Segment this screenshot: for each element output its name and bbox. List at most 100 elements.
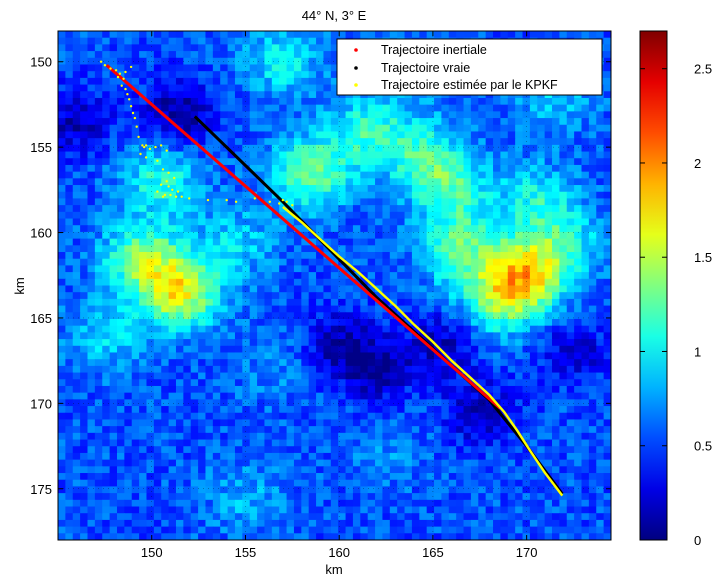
heatmap-cell [220, 258, 229, 267]
heatmap-cell [596, 318, 605, 327]
heatmap-cell [271, 292, 280, 300]
heatmap-cell [153, 111, 162, 119]
heatmap-cell [58, 412, 66, 421]
heatmap-cell [397, 385, 406, 394]
heatmap-cell [205, 31, 214, 39]
heatmap-cell [198, 104, 207, 112]
heatmap-cell [271, 231, 280, 240]
heatmap-cell [72, 446, 81, 454]
heatmap-cell [205, 439, 214, 447]
heatmap-cell [493, 171, 501, 179]
heatmap-cell [183, 339, 192, 347]
heatmap-cell [301, 446, 310, 454]
heatmap-cell [109, 426, 118, 434]
heatmap-cell [212, 151, 221, 159]
heatmap-cell [463, 278, 472, 287]
heatmap-cell [279, 392, 288, 400]
heatmap-cell [419, 292, 428, 300]
heatmap-cell [323, 111, 332, 119]
heatmap-cell [515, 278, 524, 287]
heatmap-cell [493, 312, 501, 320]
heatmap-cell [220, 64, 229, 72]
heatmap-cell [80, 158, 89, 166]
heatmap-cell [94, 399, 103, 407]
heatmap-cell [596, 359, 605, 367]
heatmap-cell [131, 171, 140, 179]
heatmap-cell [537, 238, 546, 246]
heatmap-cell [190, 392, 199, 400]
heatmap-cell [330, 138, 339, 146]
heatmap-cell [109, 131, 118, 139]
heatmap-cell [286, 218, 295, 226]
heatmap-cell [139, 305, 148, 313]
heatmap-cell [352, 252, 361, 260]
heatmap-cell [485, 446, 494, 454]
heatmap-cell [316, 171, 325, 179]
heatmap-cell [552, 265, 560, 273]
heatmap-cell [330, 231, 339, 240]
heatmap-cell [485, 225, 494, 233]
heatmap-cell [293, 278, 302, 287]
heatmap-cell [493, 332, 501, 340]
heatmap-cell [227, 278, 236, 287]
heatmap-cell [249, 144, 258, 153]
heatmap-cell [529, 419, 538, 427]
heatmap-cell [544, 131, 553, 139]
heatmap-cell [478, 131, 487, 139]
heatmap-cell [72, 459, 81, 467]
heatmap-cell [116, 91, 125, 99]
heatmap-cell [271, 452, 280, 461]
heatmap-cell [323, 198, 332, 206]
heatmap-cell [257, 285, 266, 293]
heatmap-cell [264, 225, 273, 233]
heatmap-cell [559, 332, 568, 340]
heatmap-cell [271, 64, 280, 72]
heatmap-cell [139, 252, 148, 260]
heatmap-cell [588, 144, 597, 153]
heatmap-cell [109, 44, 118, 52]
heatmap-cell [271, 312, 280, 320]
heatmap-cell [102, 91, 111, 99]
heatmap-cell [279, 238, 288, 246]
heatmap-cell [515, 305, 524, 313]
heatmap-cell [286, 312, 295, 320]
heatmap-cell [109, 446, 118, 454]
heatmap-cell [198, 218, 207, 226]
heatmap-cell [529, 466, 538, 474]
heatmap-cell [286, 31, 295, 39]
heatmap-cell [434, 111, 443, 119]
heatmap-cell [220, 44, 229, 52]
heatmap-cell [544, 191, 553, 200]
heatmap-cell [183, 164, 192, 173]
heatmap-cell [566, 124, 575, 133]
heatmap-cell [286, 111, 295, 119]
heatmap-cell [249, 178, 258, 186]
heatmap-cell [507, 339, 516, 347]
heatmap-cell [522, 265, 531, 273]
heatmap-cell [382, 345, 391, 354]
heatmap-cell [323, 171, 332, 179]
heatmap-cell [448, 379, 457, 387]
heatmap-cell [426, 238, 435, 246]
heatmap-cell [529, 292, 538, 300]
heatmap-cell [220, 332, 229, 340]
heatmap-cell [434, 426, 443, 434]
heatmap-cell [242, 446, 251, 454]
heatmap-cell [72, 211, 81, 220]
heatmap-cell [301, 305, 310, 313]
heatmap-cell [411, 399, 420, 407]
heatmap-cell [544, 104, 553, 112]
heatmap-cell [264, 432, 273, 441]
heatmap-cell [537, 97, 546, 106]
heatmap-cell [175, 412, 184, 421]
heatmap-cell [124, 144, 133, 153]
heatmap-cell [559, 272, 568, 280]
heatmap-cell [242, 325, 251, 333]
heatmap-cell [411, 419, 420, 427]
heatmap-cell [330, 37, 339, 45]
heatmap-cell [463, 164, 472, 173]
heatmap-cell [596, 392, 605, 400]
heatmap-cell [537, 211, 546, 220]
heatmap-cell [552, 252, 560, 260]
heatmap-cell [552, 245, 560, 253]
